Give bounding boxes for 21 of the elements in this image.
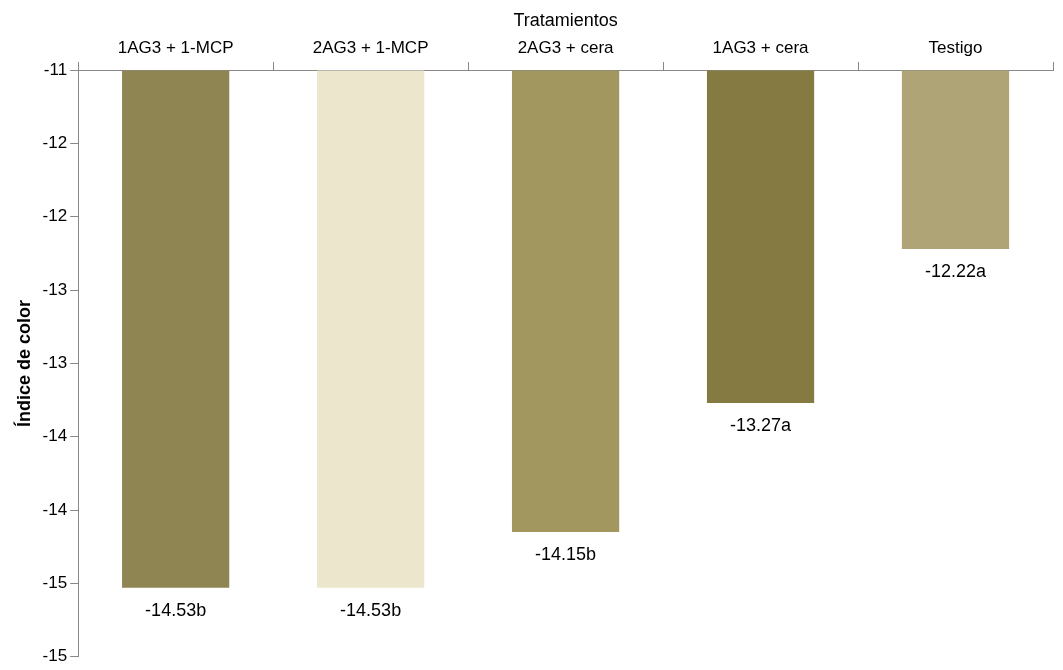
y-tick-label: -14 (42, 426, 68, 446)
y-tick-label: -15 (42, 646, 68, 666)
x-tick-label: 1AG3 + 1-MCP (117, 38, 234, 58)
y-tick-label: -12 (42, 206, 68, 226)
y-tick-label: -14 (42, 499, 68, 519)
x-tick-label: 2AG3 + cera (517, 38, 615, 58)
x-tick-label: Testigo (928, 38, 983, 58)
x-axis-title: Tratamientos (513, 9, 618, 30)
y-tick-label: -12 (42, 133, 68, 153)
data-label: -13.27a (730, 414, 793, 435)
data-label: -14.53b (340, 599, 402, 620)
data-label: -14.53b (145, 599, 207, 620)
y-axis-title: Índice de color (12, 299, 34, 427)
y-tick-label: -13 (42, 353, 68, 373)
y-tick-label: -15 (42, 573, 68, 593)
y-tick-label: -13 (42, 279, 68, 299)
data-label: -14.15b (535, 544, 597, 565)
y-tick-label: -11 (43, 59, 68, 79)
data-label: -12.22a (924, 260, 988, 281)
x-tick-label: 2AG3 + 1-MCP (312, 38, 429, 58)
x-tick-label: 1AG3 + cera (712, 38, 810, 58)
